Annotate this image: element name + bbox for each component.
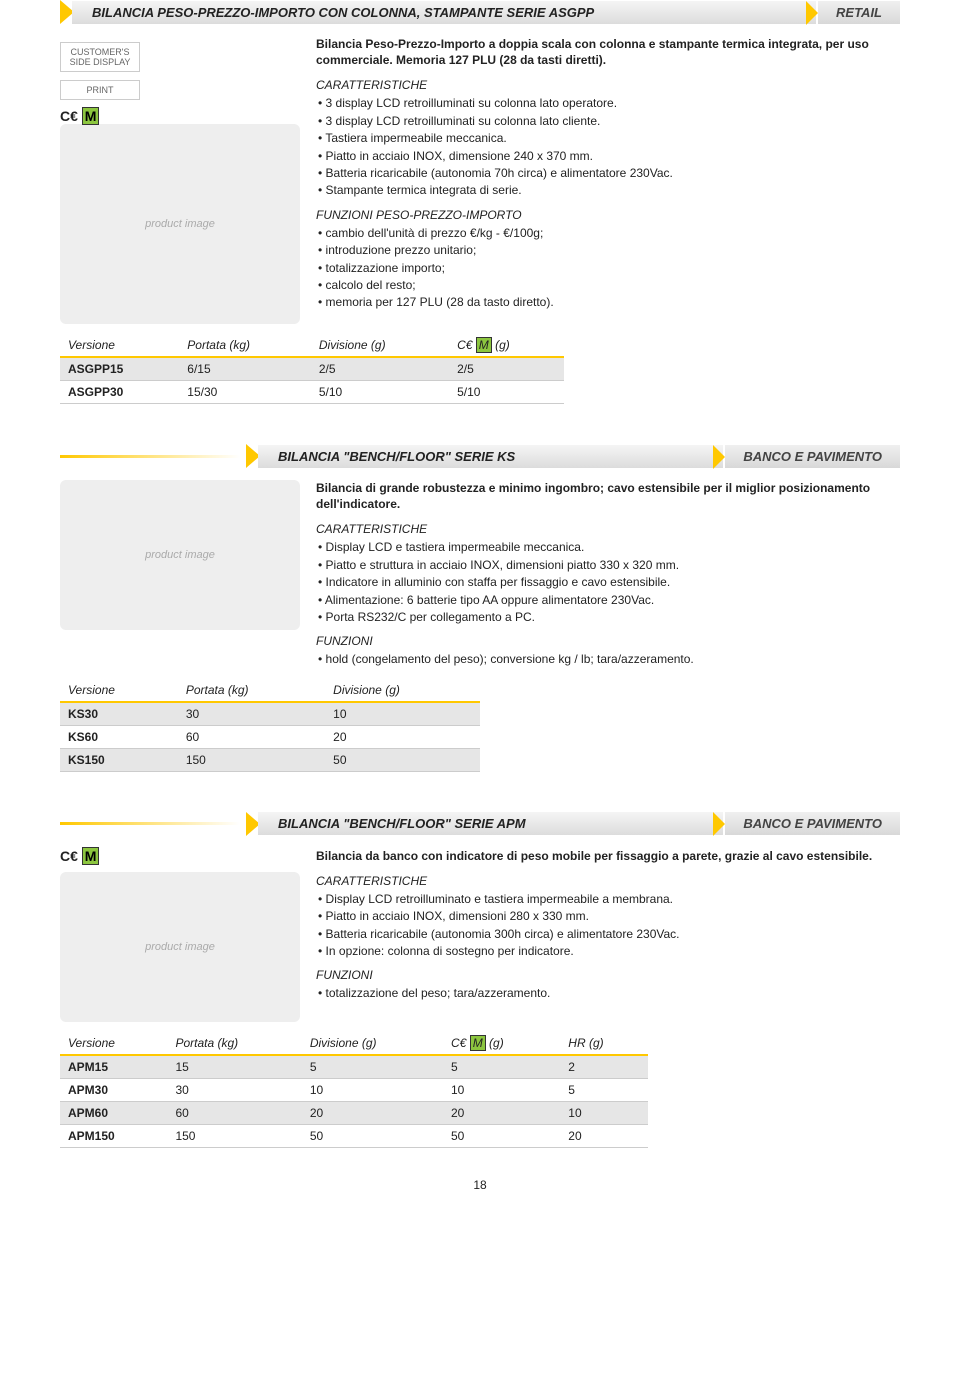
table-header: Portata (kg) (178, 679, 325, 702)
list-item: Display LCD retroilluminato e tastiera i… (330, 891, 900, 908)
list-item: Piatto in acciaio INOX, dimensioni 280 x… (330, 908, 900, 925)
list-item: cambio dell'unità di prezzo €/kg - €/100… (330, 225, 900, 242)
badge-print: PRINT (60, 80, 140, 100)
section-title: BILANCIA "BENCH/FLOOR" SERIE KS (258, 445, 723, 468)
badge-customer-display: CUSTOMER'S SIDE DISPLAY (60, 42, 140, 72)
page-number: 18 (60, 1178, 900, 1192)
list-item: totalizzazione del peso; tara/azzerament… (330, 985, 900, 1002)
table-row: ASGPP30 15/30 5/10 5/10 (60, 381, 564, 404)
product-image-ks: product image (60, 480, 300, 630)
section-tag: BANCO E PAVIMENTO (725, 812, 900, 835)
section-header-apm: BILANCIA "BENCH/FLOOR" SERIE APM BANCO E… (60, 812, 900, 836)
section2-content: product image Bilancia di grande robuste… (60, 480, 900, 669)
list-item: Piatto in acciaio INOX, dimensione 240 x… (330, 148, 900, 165)
caratteristiche-list: Display LCD retroilluminato e tastiera i… (316, 891, 900, 961)
table-row: APM150 150 50 50 20 (60, 1124, 648, 1147)
list-item: memoria per 127 PLU (28 da tasto diretto… (330, 294, 900, 311)
list-item: Display LCD e tastiera impermeabile mecc… (330, 539, 900, 556)
list-item: Indicatore in alluminio con staffa per f… (330, 574, 900, 591)
table-header: Versione (60, 1032, 167, 1055)
list-item: introduzione prezzo unitario; (330, 242, 900, 259)
list-item: hold (congelamento del peso); conversion… (330, 651, 900, 668)
list-item: Piatto e struttura in acciaio INOX, dime… (330, 557, 900, 574)
table-row: KS150 150 50 (60, 748, 480, 771)
product-description: Bilancia da banco con indicatore di peso… (316, 848, 900, 864)
section-header-ks: BILANCIA "BENCH/FLOOR" SERIE KS BANCO E … (60, 444, 900, 468)
table-header: C€ M (g) (443, 1032, 560, 1055)
table-header: Versione (60, 679, 178, 702)
list-item: totalizzazione importo; (330, 260, 900, 277)
badges: CUSTOMER'S SIDE DISPLAY PRINT C€ M (60, 36, 300, 124)
list-item: Alimentazione: 6 batterie tipo AA oppure… (330, 592, 900, 609)
funzioni-list: cambio dell'unità di prezzo €/kg - €/100… (316, 225, 900, 312)
funzioni-list: totalizzazione del peso; tara/azzerament… (316, 985, 900, 1002)
section-title: BILANCIA PESO-PREZZO-IMPORTO CON COLONNA… (72, 1, 816, 24)
table-header: Portata (kg) (167, 1032, 301, 1055)
ce-m-badge: C€ M (60, 108, 300, 124)
funzioni-heading: FUNZIONI PESO-PREZZO-IMPORTO (316, 208, 900, 222)
table-header: Divisione (g) (302, 1032, 443, 1055)
table-row: KS30 30 10 (60, 702, 480, 726)
caratteristiche-list: 3 display LCD retroilluminati su colonna… (316, 95, 900, 199)
section1-content: CUSTOMER'S SIDE DISPLAY PRINT C€ M produ… (60, 36, 900, 324)
funzioni-heading: FUNZIONI (316, 634, 900, 648)
funzioni-list: hold (congelamento del peso); conversion… (316, 651, 900, 668)
spec-table-apm: Versione Portata (kg) Divisione (g) C€ M… (60, 1032, 648, 1148)
list-item: Batteria ricaricabile (autonomia 70h cir… (330, 165, 900, 182)
spec-table-ks: Versione Portata (kg) Divisione (g) KS30… (60, 679, 480, 772)
list-item: calcolo del resto; (330, 277, 900, 294)
list-item: Stampante termica integrata di serie. (330, 182, 900, 199)
table-header: HR (g) (560, 1032, 648, 1055)
product-description: Bilancia Peso-Prezzo-Importo a doppia sc… (316, 36, 900, 68)
lead-line (60, 822, 240, 825)
list-item: Porta RS232/C per collegamento a PC. (330, 609, 900, 626)
caratteristiche-heading: CARATTERISTICHE (316, 874, 900, 888)
funzioni-heading: FUNZIONI (316, 968, 900, 982)
caratteristiche-list: Display LCD e tastiera impermeabile mecc… (316, 539, 900, 626)
table-header: Divisione (g) (325, 679, 480, 702)
section-header-asgpp: BILANCIA PESO-PREZZO-IMPORTO CON COLONNA… (60, 0, 900, 24)
product-image-asgpp: product image (60, 124, 300, 324)
table-row: APM30 30 10 10 5 (60, 1078, 648, 1101)
list-item: 3 display LCD retroilluminati su colonna… (330, 113, 900, 130)
section3-content: C€ M product image Bilancia da banco con… (60, 848, 900, 1022)
table-header: Portata (kg) (179, 334, 311, 357)
table-header: Divisione (g) (311, 334, 449, 357)
product-description: Bilancia di grande robustezza e minimo i… (316, 480, 900, 512)
table-header: C€ M (g) (449, 334, 564, 357)
caratteristiche-heading: CARATTERISTICHE (316, 522, 900, 536)
table-row: APM15 15 5 5 2 (60, 1055, 648, 1079)
spec-table-asgpp: Versione Portata (kg) Divisione (g) C€ M… (60, 334, 564, 404)
section-tag: BANCO E PAVIMENTO (725, 445, 900, 468)
section-tag: RETAIL (818, 1, 900, 24)
list-item: Batteria ricaricabile (autonomia 300h ci… (330, 926, 900, 943)
ce-m-badge: C€ M (60, 848, 300, 864)
product-image-apm: product image (60, 872, 300, 1022)
table-row: ASGPP15 6/15 2/5 2/5 (60, 357, 564, 381)
section-title: BILANCIA "BENCH/FLOOR" SERIE APM (258, 812, 723, 835)
table-header: Versione (60, 334, 179, 357)
lead-line (60, 455, 240, 458)
caratteristiche-heading: CARATTERISTICHE (316, 78, 900, 92)
table-row: KS60 60 20 (60, 725, 480, 748)
table-row: APM60 60 20 20 10 (60, 1101, 648, 1124)
list-item: Tastiera impermeabile meccanica. (330, 130, 900, 147)
list-item: In opzione: colonna di sostegno per indi… (330, 943, 900, 960)
list-item: 3 display LCD retroilluminati su colonna… (330, 95, 900, 112)
